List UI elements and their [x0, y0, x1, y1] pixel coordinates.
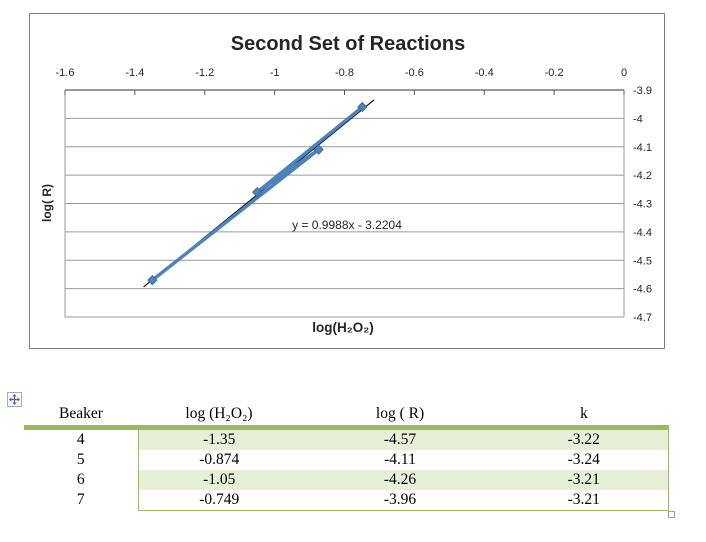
table-cell[interactable]: -4.57: [300, 427, 500, 450]
data-point-marker: [313, 144, 324, 155]
table-cell[interactable]: -3.21: [500, 490, 669, 511]
column-header-3[interactable]: k: [500, 403, 668, 430]
y-tick-label: -4.7: [633, 312, 652, 324]
x-tick-label: -0.6: [405, 67, 424, 79]
y-tick-label: -4.5: [633, 255, 652, 267]
plot-gridlines: [65, 89, 624, 318]
table-cell[interactable]: -3.22: [500, 427, 669, 450]
results-table: Beaker log (H₂O₂) log ( R) k 4 -1.35 -4.57 -3.…: [24, 403, 669, 511]
chart-title: Second Set of Reactions: [231, 33, 466, 55]
data-point-marker: [252, 187, 263, 198]
table-cell[interactable]: 5: [24, 450, 138, 470]
x-tick-label: -0.4: [475, 67, 494, 79]
x-tick-label: -1: [270, 67, 280, 79]
table-cell[interactable]: -3.96: [300, 490, 500, 511]
y-axis-title: log( R): [40, 184, 54, 222]
y-tick-labels: -3.9 -4 -4.1 -4.2 -4.3 -4.4 -4.5 -4.6 -4.7: [633, 85, 652, 324]
table-row: 6 -1.05 -4.26 -3.21: [24, 470, 669, 490]
table-cell[interactable]: -0.749: [137, 490, 300, 511]
y-tick-label: -4.4: [633, 227, 652, 239]
x-axis-title: log(H₂O₂): [312, 320, 373, 335]
plot-border: [64, 90, 625, 317]
column-header-0[interactable]: Beaker: [24, 403, 138, 430]
table-cell[interactable]: -0.874: [137, 450, 300, 470]
trendline-equation: y = 0.9988x - 3.2204: [292, 218, 402, 232]
data-point-markers: [147, 101, 368, 286]
table-cell[interactable]: 4: [24, 427, 138, 450]
x-tick-label: -1.4: [125, 67, 144, 79]
table-cell[interactable]: -3.21: [500, 470, 669, 490]
table-row: 4 -1.35 -4.57 -3.22: [24, 427, 669, 450]
chart-canvas: -1.6 -1.4 -1.2 -1 -0.8 -0.6 -0.4 -0.2 0 -3.9 -4 -4.…: [40, 33, 652, 335]
table-cell[interactable]: 6: [24, 470, 138, 490]
x-tick-labels: -1.6 -1.4 -1.2 -1 -0.8 -0.6 -0.4 -0.2 0: [56, 67, 628, 79]
column-header-2[interactable]: log ( R): [300, 403, 500, 430]
y-tick-label: -4: [633, 113, 643, 125]
table-row: 7 -0.749 -3.96 -3.21: [24, 490, 669, 511]
table-cell[interactable]: 7: [24, 490, 138, 511]
x-tick-label: -1.2: [195, 67, 214, 79]
table-cell[interactable]: -4.11: [300, 450, 500, 470]
move-icon: [9, 394, 20, 405]
table-cell[interactable]: -1.35: [137, 427, 300, 450]
x-tick-label: 0: [621, 67, 627, 79]
table-header-row: Beaker log (H₂O₂) log ( R) k: [24, 403, 668, 430]
table-row: 5 -0.874 -4.11 -3.24: [24, 450, 669, 470]
table-cell[interactable]: -1.05: [137, 470, 300, 490]
x-tick-label: -0.2: [545, 67, 564, 79]
table-cell[interactable]: -4.26: [300, 470, 500, 490]
y-tick-label: -4.6: [633, 284, 652, 296]
y-tick-label: -4.1: [633, 142, 652, 154]
x-tick-label: -1.6: [56, 67, 75, 79]
table-cell[interactable]: -3.24: [500, 450, 669, 470]
y-tick-label: -3.9: [633, 85, 652, 97]
y-tick-label: -4.3: [633, 199, 652, 211]
embedded-chart[interactable]: -1.6 -1.4 -1.2 -1 -0.8 -0.6 -0.4 -0.2 0 -3.9 -4 -4.…: [29, 13, 665, 349]
column-header-1[interactable]: log (H₂O₂): [138, 403, 300, 430]
data-point-marker: [147, 274, 158, 286]
y-tick-label: -4.2: [633, 170, 652, 182]
x-axis-line: [64, 89, 625, 95]
data-series-line: [150, 105, 365, 282]
table-resize-handle[interactable]: [668, 511, 675, 518]
x-tick-label: -0.8: [335, 67, 354, 79]
table-move-handle[interactable]: [7, 392, 22, 407]
data-point-marker: [357, 101, 368, 113]
